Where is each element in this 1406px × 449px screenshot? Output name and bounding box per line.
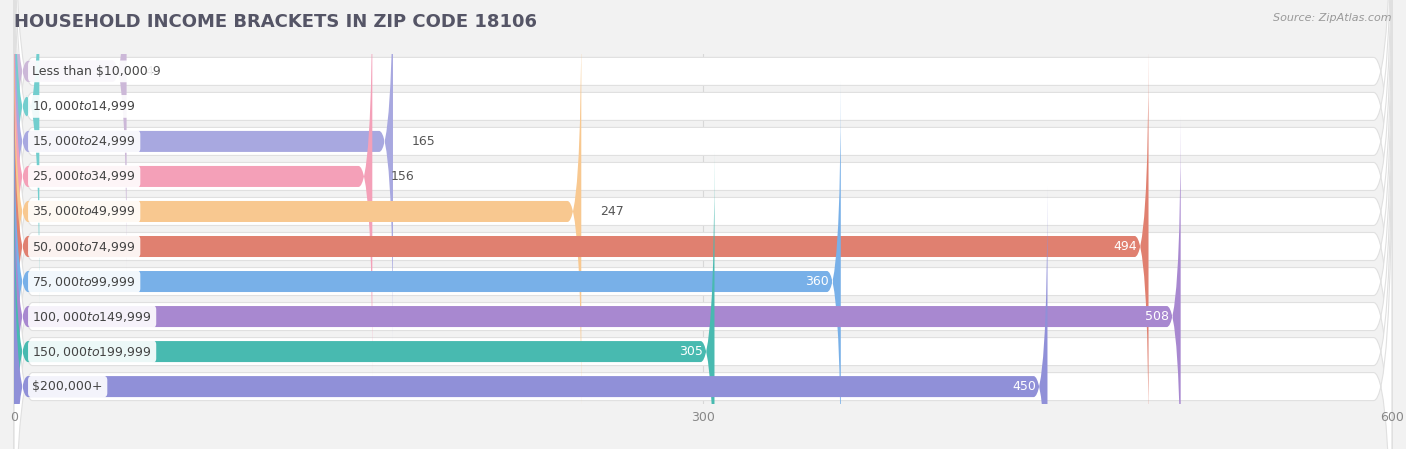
Text: 360: 360 bbox=[806, 275, 830, 288]
Text: Less than $10,000: Less than $10,000 bbox=[32, 65, 148, 78]
Text: 49: 49 bbox=[145, 65, 160, 78]
Text: $25,000 to $34,999: $25,000 to $34,999 bbox=[32, 169, 136, 184]
Text: $15,000 to $24,999: $15,000 to $24,999 bbox=[32, 134, 136, 149]
FancyBboxPatch shape bbox=[14, 85, 1392, 449]
Text: $100,000 to $149,999: $100,000 to $149,999 bbox=[32, 309, 152, 324]
Text: 156: 156 bbox=[391, 170, 415, 183]
Text: 508: 508 bbox=[1144, 310, 1170, 323]
FancyBboxPatch shape bbox=[14, 120, 1392, 449]
FancyBboxPatch shape bbox=[14, 0, 1392, 408]
FancyBboxPatch shape bbox=[14, 15, 1392, 449]
FancyBboxPatch shape bbox=[14, 0, 127, 271]
Text: HOUSEHOLD INCOME BRACKETS IN ZIP CODE 18106: HOUSEHOLD INCOME BRACKETS IN ZIP CODE 18… bbox=[14, 13, 537, 31]
FancyBboxPatch shape bbox=[14, 0, 394, 341]
Text: $50,000 to $74,999: $50,000 to $74,999 bbox=[32, 239, 136, 254]
Text: 11: 11 bbox=[58, 100, 73, 113]
Text: $200,000+: $200,000+ bbox=[32, 380, 103, 393]
FancyBboxPatch shape bbox=[14, 187, 1047, 449]
Text: $150,000 to $199,999: $150,000 to $199,999 bbox=[32, 344, 152, 359]
FancyBboxPatch shape bbox=[14, 117, 1181, 449]
Text: 305: 305 bbox=[679, 345, 703, 358]
Text: 450: 450 bbox=[1012, 380, 1036, 393]
FancyBboxPatch shape bbox=[14, 50, 1392, 449]
FancyBboxPatch shape bbox=[14, 82, 841, 449]
FancyBboxPatch shape bbox=[14, 152, 714, 449]
Text: $35,000 to $49,999: $35,000 to $49,999 bbox=[32, 204, 136, 219]
FancyBboxPatch shape bbox=[14, 0, 1392, 443]
FancyBboxPatch shape bbox=[14, 0, 373, 376]
FancyBboxPatch shape bbox=[14, 0, 1392, 373]
Text: 165: 165 bbox=[412, 135, 434, 148]
Text: 494: 494 bbox=[1114, 240, 1137, 253]
FancyBboxPatch shape bbox=[14, 0, 1392, 449]
FancyBboxPatch shape bbox=[14, 0, 39, 306]
FancyBboxPatch shape bbox=[14, 12, 581, 411]
Text: $10,000 to $14,999: $10,000 to $14,999 bbox=[32, 99, 136, 114]
Text: $75,000 to $99,999: $75,000 to $99,999 bbox=[32, 274, 136, 289]
FancyBboxPatch shape bbox=[14, 47, 1149, 446]
FancyBboxPatch shape bbox=[14, 0, 1392, 338]
FancyBboxPatch shape bbox=[14, 0, 1392, 449]
Text: 247: 247 bbox=[599, 205, 623, 218]
Text: Source: ZipAtlas.com: Source: ZipAtlas.com bbox=[1274, 13, 1392, 23]
